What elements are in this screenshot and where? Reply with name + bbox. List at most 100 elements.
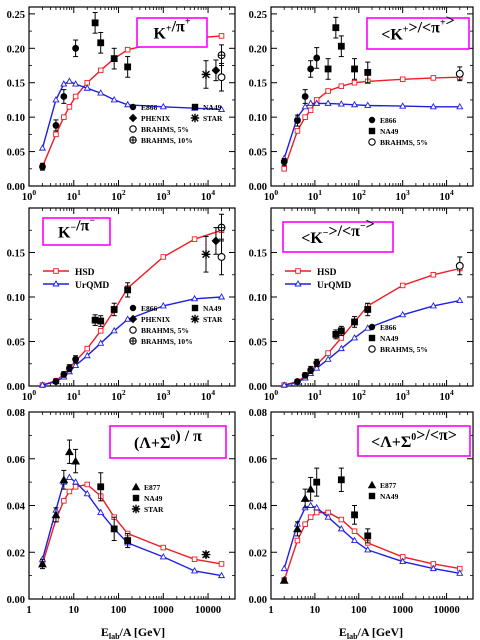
point-urqmd bbox=[38, 144, 47, 151]
data-point-na49 bbox=[324, 65, 332, 73]
chart-title: <K−>/<π−> bbox=[301, 216, 375, 247]
legend-marker-star bbox=[190, 113, 200, 123]
chart-panel-4: 0.00 0.05 0.10 0.15 100 101 102 103 104 <K−>/<π−>… bbox=[249, 207, 474, 403]
data-point-e866 bbox=[52, 378, 60, 385]
point-urqmd bbox=[399, 102, 407, 109]
point-hsd bbox=[281, 166, 287, 172]
x-tick-label: 100 bbox=[264, 188, 279, 203]
legend-marker-na49 bbox=[191, 304, 199, 312]
point-urqmd bbox=[456, 102, 464, 110]
y-tick-label: 0.06 bbox=[7, 455, 25, 466]
point-urqmd bbox=[313, 503, 321, 511]
x-tick-label: 10 bbox=[310, 605, 321, 616]
x-tick-label: 102 bbox=[111, 188, 125, 203]
data-point-e866 bbox=[39, 163, 46, 171]
legend-label: STAR bbox=[144, 505, 164, 514]
data-point-phenix bbox=[211, 236, 221, 246]
legend-marker-urqmd bbox=[52, 280, 60, 287]
legend-label: BRAHMS, 10% bbox=[141, 337, 193, 346]
data-point-e866 bbox=[313, 359, 321, 367]
point-hsd bbox=[351, 528, 358, 534]
data-point-star bbox=[201, 550, 211, 559]
legend-label: E866 bbox=[380, 116, 397, 125]
point-urqmd bbox=[52, 96, 60, 103]
data-point-e866 bbox=[301, 371, 309, 379]
point-hsd bbox=[338, 335, 345, 341]
y-tick-label: 0.02 bbox=[7, 548, 25, 559]
line-urqmd bbox=[41, 476, 222, 577]
data-point-na49 bbox=[332, 24, 340, 32]
point-urqmd bbox=[217, 105, 226, 113]
point-hsd bbox=[66, 488, 73, 495]
x-tick-label: 104 bbox=[439, 388, 454, 403]
point-urqmd bbox=[324, 355, 332, 362]
point-urqmd bbox=[83, 351, 91, 359]
point-hsd bbox=[307, 514, 314, 520]
title-box bbox=[282, 221, 394, 253]
legend-label: NA49 bbox=[144, 494, 163, 503]
chart-title: <Λ+Σ0>/<π> bbox=[371, 427, 457, 451]
x-tick-label: 100 bbox=[22, 188, 37, 203]
legend-marker-na49 bbox=[368, 492, 376, 500]
x-tick-label: 104 bbox=[201, 188, 216, 203]
x-tick-label: 1 bbox=[268, 605, 273, 616]
data-point-na49 bbox=[351, 65, 358, 73]
legend-label: NA49 bbox=[380, 334, 399, 343]
point-hsd bbox=[430, 272, 437, 278]
chart-title: K+/π+ bbox=[153, 17, 190, 43]
legend-label: PHENIX bbox=[141, 315, 171, 324]
data-point-na49 bbox=[110, 55, 118, 63]
point-hsd bbox=[97, 328, 104, 334]
data-point-star bbox=[201, 70, 211, 79]
line-hsd bbox=[41, 483, 222, 565]
legend-marker-phenix bbox=[128, 314, 138, 324]
legend-marker-e866 bbox=[368, 116, 376, 124]
point-urqmd bbox=[364, 101, 372, 108]
legend-label: BRAHMS, 10% bbox=[141, 136, 193, 145]
y-tick-label: 0.20 bbox=[249, 44, 267, 55]
x-tick-label: 100 bbox=[351, 605, 367, 616]
legend-label: E877 bbox=[144, 483, 161, 492]
y-tick-label: 0.08 bbox=[7, 408, 25, 419]
legend-marker-hsd bbox=[53, 268, 59, 274]
point-urqmd bbox=[159, 553, 167, 560]
legend-label: BRAHMS, 5% bbox=[141, 326, 189, 335]
point-hsd bbox=[399, 76, 406, 83]
x-tick-label: 102 bbox=[111, 388, 125, 403]
chart-panel-6: 0.00 0.02 0.04 0.06 0.08 1 10 100 1000 10000 <Λ+Σ0… bbox=[249, 408, 474, 616]
y-tick-label: 0.00 bbox=[7, 382, 25, 393]
point-urqmd bbox=[313, 99, 321, 106]
data-point-na49 bbox=[91, 316, 99, 324]
data-point-e877 bbox=[300, 494, 310, 502]
x-tick-label: 103 bbox=[396, 388, 411, 403]
legend-marker-na49 bbox=[368, 334, 376, 342]
point-urqmd bbox=[217, 571, 226, 579]
legend-label-urqmd: UrQMD bbox=[317, 281, 351, 291]
data-point-e866 bbox=[66, 364, 73, 372]
data-point-e866 bbox=[294, 378, 301, 385]
point-urqmd bbox=[124, 100, 132, 108]
data-point-e866 bbox=[280, 158, 288, 166]
point-hsd bbox=[97, 67, 104, 74]
data-point-e866 bbox=[52, 122, 60, 129]
point-hsd bbox=[313, 509, 320, 516]
point-hsd bbox=[218, 561, 225, 567]
data-point-na49 bbox=[124, 537, 132, 544]
chart-panel-1: 0.00 0.05 0.10 0.15 0.20 0.25 100 101 102 103 104 K… bbox=[7, 6, 236, 203]
x-tick-label: 102 bbox=[352, 188, 367, 203]
point-urqmd bbox=[337, 344, 345, 352]
point-urqmd bbox=[307, 501, 315, 508]
data-point-brahms5 bbox=[455, 69, 464, 78]
x-tick-label: 103 bbox=[396, 188, 411, 203]
x-tick-label: 104 bbox=[201, 388, 216, 403]
data-point-na49 bbox=[337, 476, 345, 484]
y-tick-label: 0.00 bbox=[7, 595, 25, 606]
data-point-e877 bbox=[293, 524, 302, 533]
y-tick-label: 0.10 bbox=[249, 293, 267, 304]
point-urqmd bbox=[191, 294, 199, 302]
legend-marker-brahms5 bbox=[368, 138, 376, 146]
data-point-phenix bbox=[211, 65, 221, 75]
point-urqmd bbox=[83, 489, 91, 497]
point-urqmd bbox=[97, 339, 105, 346]
data-point-na49 bbox=[97, 317, 105, 325]
